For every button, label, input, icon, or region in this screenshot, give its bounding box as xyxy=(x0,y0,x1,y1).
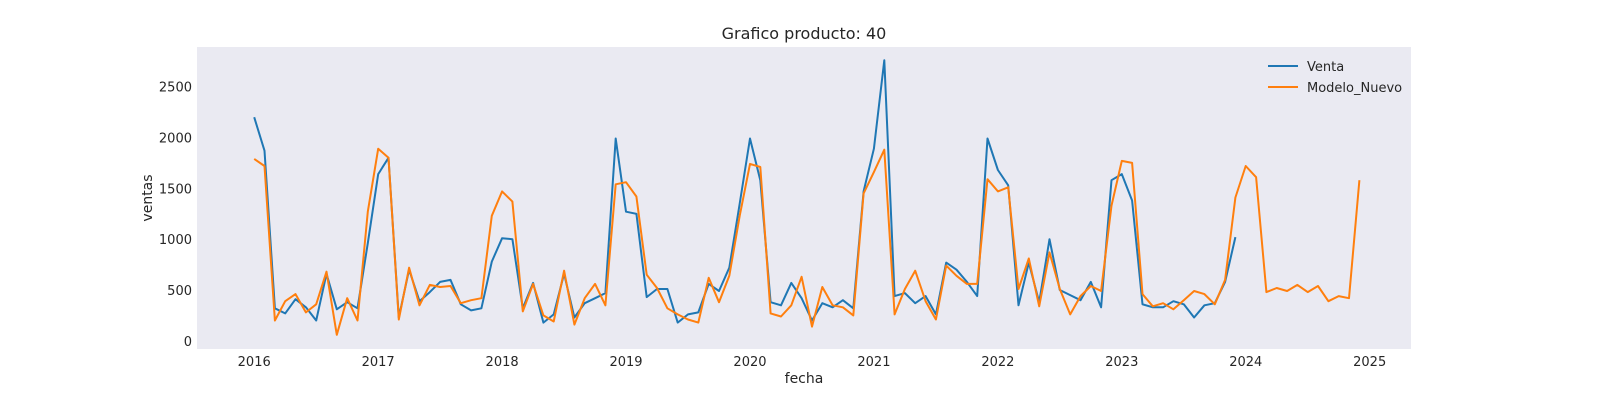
x-tick-label: 2021 xyxy=(857,355,890,370)
y-tick-label: 2000 xyxy=(159,131,192,146)
legend-label: Venta xyxy=(1307,60,1344,75)
y-axis-label: ventas xyxy=(140,174,156,221)
legend-label: Modelo_Nuevo xyxy=(1307,81,1402,96)
x-tick-label: 2016 xyxy=(238,355,271,370)
series-layer xyxy=(253,59,1361,336)
x-tick-label: 2025 xyxy=(1353,355,1386,370)
series-line-modelo-nuevo xyxy=(253,147,1361,336)
x-tick-label: 2019 xyxy=(609,355,642,370)
x-tick-label: 2020 xyxy=(733,355,766,370)
x-tick-label: 2017 xyxy=(362,355,395,370)
chart-title: Grafico producto: 40 xyxy=(722,24,887,43)
x-tick-label: 2018 xyxy=(486,355,519,370)
y-tick-label: 0 xyxy=(184,335,192,350)
x-tick-label: 2023 xyxy=(1105,355,1138,370)
x-axis-ticks: 2016 2017 2018 2019 2020 2021 2022 2023 2024 2025 xyxy=(238,355,1387,370)
x-tick-label: 2022 xyxy=(981,355,1014,370)
y-tick-label: 1000 xyxy=(159,233,192,248)
x-axis-label: fecha xyxy=(785,371,824,387)
y-tick-label: 500 xyxy=(167,284,192,299)
y-tick-label: 2500 xyxy=(159,81,192,96)
x-tick-label: 2024 xyxy=(1229,355,1262,370)
y-tick-label: 1500 xyxy=(159,182,192,197)
y-axis-ticks: 0 500 1000 1500 2000 2500 xyxy=(159,81,192,350)
legend: Venta Modelo_Nuevo xyxy=(1268,60,1402,96)
